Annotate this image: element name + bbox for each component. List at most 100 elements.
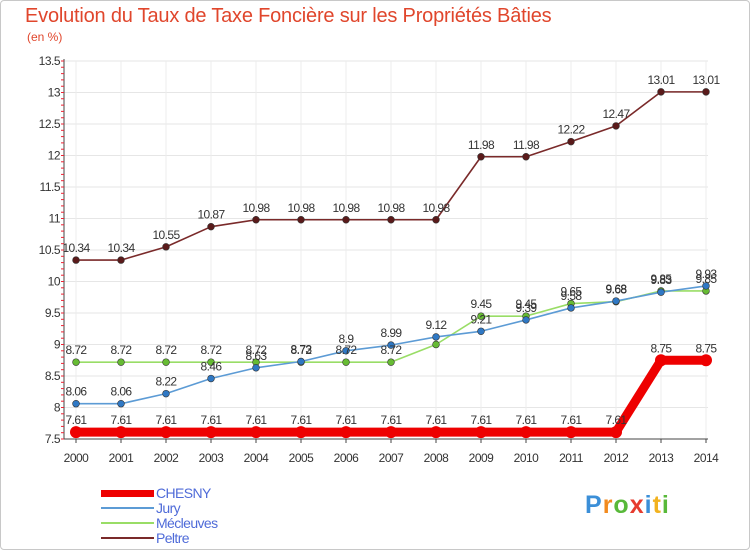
data-label-chesny: 7.61 (156, 413, 178, 427)
data-label-chesny: 8.75 (651, 341, 673, 355)
data-label-chesny: 7.61 (291, 413, 313, 427)
data-point-mcleuves (342, 358, 350, 366)
data-label-chesny: 7.61 (201, 413, 223, 427)
data-label-peltre: 10.34 (107, 241, 135, 255)
data-label-mcleuves: 8.72 (336, 343, 358, 357)
data-point-jury (612, 297, 620, 305)
data-point-chesny (700, 354, 712, 367)
data-point-jury (477, 327, 485, 335)
legend-swatch-jury (101, 507, 154, 509)
data-label-jury: 9.39 (516, 301, 538, 315)
data-point-peltre (567, 137, 575, 146)
legend-label-peltre: Peltre (156, 530, 190, 546)
data-label-chesny: 7.61 (66, 413, 88, 427)
data-point-jury (567, 304, 575, 312)
data-point-chesny (385, 426, 397, 439)
data-label-jury: 9.83 (651, 273, 673, 287)
logo-letter: r (602, 491, 614, 519)
y-tick-label: 9.5 (45, 306, 61, 320)
data-point-jury (252, 364, 260, 372)
data-label-jury: 9.58 (561, 289, 583, 303)
y-tick-label: 10 (48, 275, 61, 289)
y-tick-label: 9 (54, 338, 61, 352)
data-point-chesny (655, 354, 667, 367)
data-point-chesny (295, 426, 307, 439)
data-point-chesny (565, 426, 577, 439)
x-tick-label: 2007 (379, 451, 405, 465)
y-tick-label: 13.5 (39, 54, 61, 68)
data-point-peltre (207, 222, 215, 231)
proxiti-logo: Proxiti (585, 491, 670, 520)
data-label-jury: 9.21 (471, 312, 493, 326)
y-tick-label: 11 (49, 212, 61, 226)
data-label-jury: 9.12 (426, 318, 448, 332)
x-tick-label: 2012 (604, 451, 630, 465)
data-label-chesny: 7.61 (336, 413, 358, 427)
data-label-mcleuves: 9.68 (606, 283, 628, 297)
data-point-peltre (522, 153, 530, 161)
data-point-peltre (702, 88, 710, 96)
logo-letter: x (629, 491, 645, 519)
x-tick-label: 2002 (154, 451, 180, 465)
data-point-mcleuves (117, 358, 125, 366)
data-label-chesny: 7.61 (561, 413, 583, 427)
data-point-chesny (610, 426, 622, 439)
data-label-peltre: 10.98 (422, 201, 450, 215)
legend-item-chesny: CHESNY (101, 486, 361, 501)
legend-label-mecleuves: Mécleuves (156, 515, 218, 531)
data-point-mcleuves (207, 358, 215, 366)
data-point-jury (117, 400, 125, 408)
data-point-mcleuves (387, 358, 395, 366)
data-point-peltre (657, 88, 665, 96)
x-tick-label: 2009 (469, 451, 495, 465)
data-label-chesny: 7.61 (516, 413, 538, 427)
data-point-chesny (205, 426, 217, 439)
data-point-jury (432, 333, 440, 341)
data-label-mcleuves: 8.72 (111, 343, 133, 357)
data-label-peltre: 10.98 (242, 201, 270, 215)
data-label-mcleuves: 8.72 (381, 343, 403, 357)
data-point-peltre (72, 256, 80, 264)
data-label-peltre: 12.22 (557, 123, 585, 137)
data-point-mcleuves (432, 340, 440, 349)
data-label-peltre: 11.98 (468, 138, 495, 152)
data-label-chesny: 8.75 (696, 341, 718, 355)
data-point-chesny (160, 426, 172, 439)
data-point-peltre (297, 216, 305, 224)
data-label-mcleuves: 9.85 (651, 272, 673, 286)
legend-swatch-mecleuves (101, 522, 154, 524)
x-tick-label: 2006 (334, 451, 360, 465)
data-label-mcleuves: 9.65 (561, 285, 583, 299)
data-point-chesny (340, 426, 352, 439)
y-tick-label: 11.5 (40, 180, 61, 194)
data-point-jury (297, 357, 305, 366)
data-label-mcleuves: 8.72 (156, 343, 178, 357)
data-label-mcleuves: 8.72 (66, 343, 88, 357)
data-label-peltre: 10.87 (197, 208, 225, 222)
data-point-peltre (387, 216, 395, 224)
data-label-peltre: 10.98 (377, 201, 405, 215)
data-label-jury: 8.73 (291, 343, 313, 357)
logo-letter: i (644, 491, 653, 519)
x-tick-label: 2005 (289, 451, 315, 465)
logo-letter: t (652, 491, 662, 519)
data-point-mcleuves (477, 312, 485, 320)
legend-item-jury: Jury (101, 501, 361, 516)
legend-item-peltre: Peltre (101, 531, 361, 546)
chart-title: Evolution du Taux de Taxe Foncière sur l… (25, 5, 552, 27)
data-point-peltre (477, 153, 485, 161)
data-point-peltre (612, 122, 620, 130)
data-point-jury (207, 374, 215, 383)
data-point-jury (342, 347, 350, 355)
x-tick-label: 2010 (514, 451, 540, 465)
x-tick-label: 2004 (244, 451, 270, 465)
logo-letter: o (613, 491, 630, 519)
y-tick-label: 12.5 (39, 117, 61, 131)
x-tick-label: 2011 (559, 451, 584, 465)
data-point-chesny (430, 426, 442, 439)
data-label-peltre: 11.98 (513, 138, 540, 152)
legend-swatch-peltre (101, 537, 154, 539)
data-label-jury: 8.99 (381, 326, 403, 340)
data-point-chesny (475, 426, 487, 439)
